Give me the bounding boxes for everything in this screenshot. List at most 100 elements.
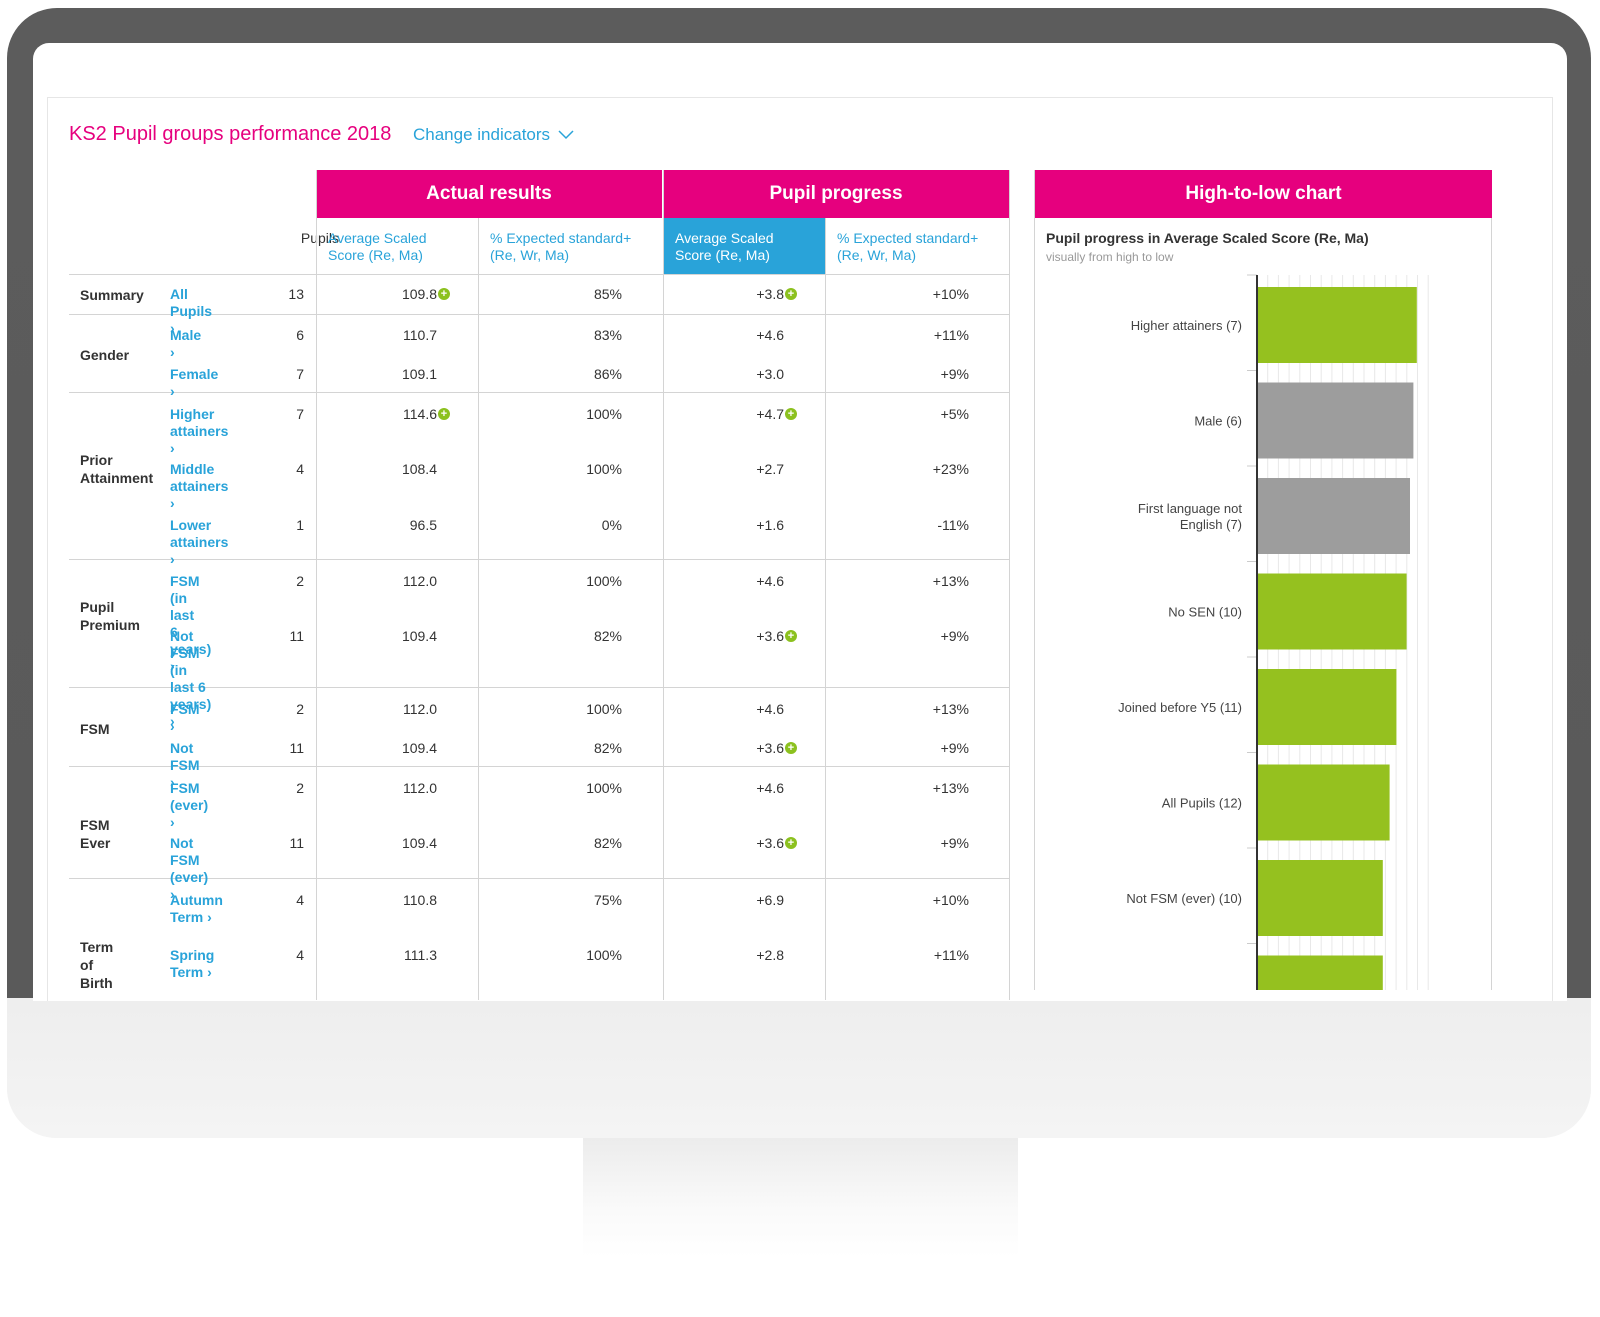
group-row-link[interactable]: Higher attainers › <box>170 406 229 456</box>
progress-avg-value: +3.6 + <box>674 835 797 851</box>
progress-avg-value: +3.6 + <box>674 740 797 756</box>
column-divider <box>316 170 317 1000</box>
pupil-count: 4 <box>264 461 304 477</box>
pupil-count-text: 6 <box>296 327 304 343</box>
group-row-link[interactable]: Lower attainers › <box>170 517 229 567</box>
monitor-stand <box>583 1138 1018 1258</box>
actual-pct-value: 82% <box>512 740 622 756</box>
actual-pct-value: 75% <box>512 892 622 908</box>
actual-avg-value: 109.4 <box>327 835 437 851</box>
chart-bar <box>1257 955 1383 990</box>
actual-pct-value: 100% <box>512 701 622 717</box>
progress-avg-value-text: +1.6 <box>756 517 784 533</box>
actual-avg-value-text: 112.0 <box>403 780 437 796</box>
actual-avg-value: 114.6 + <box>327 406 450 422</box>
progress-pct-value: +9% <box>859 740 969 756</box>
chart-plot: Higher attainers (7) Male (6) First langua… <box>1118 274 1429 990</box>
progress-pct-value: +9% <box>859 628 969 644</box>
actual-pct-value-text: 100% <box>586 701 622 717</box>
chevron-down-icon <box>558 130 574 140</box>
pupil-count: 13 <box>264 286 304 302</box>
group-row-link[interactable]: Spring Term › <box>170 947 215 980</box>
actual-pct-value: 100% <box>512 573 622 589</box>
pupil-count-text: 1 <box>296 517 304 533</box>
pupil-count-text: 2 <box>296 780 304 796</box>
actual-pct-value-text: 82% <box>593 628 622 644</box>
progress-pct-value: +5% <box>859 406 969 422</box>
pupil-progress-header: Pupil progress <box>663 170 1009 218</box>
progress-avg-value-text: +4.6 <box>756 573 784 589</box>
actual-pct-value: 100% <box>512 780 622 796</box>
pupil-count: 11 <box>264 740 304 756</box>
progress-pct-value: +13% <box>859 780 969 796</box>
group-row-link[interactable]: Not FSM (ever) › <box>170 835 209 902</box>
pupil-count: 11 <box>264 835 304 851</box>
pupil-count-text: 2 <box>296 701 304 717</box>
progress-avg-value-text: +3.6 <box>756 835 784 851</box>
progress-pct-subheader[interactable]: % Expected standard+ (Re, Wr, Ma) <box>837 230 979 263</box>
actual-pct-value-text: 100% <box>586 573 622 589</box>
chart-bar <box>1257 573 1407 650</box>
actual-results-header: Actual results <box>316 170 662 218</box>
chart-category-label: Male (6) <box>1194 414 1242 429</box>
chart-category-label: All Pupils (12) <box>1162 796 1242 811</box>
pupil-count-text: 7 <box>296 366 304 382</box>
chart-category-label: Higher attainers (7) <box>1131 318 1242 333</box>
row-separator <box>69 274 1009 275</box>
group-label: Term of Birth <box>80 939 114 991</box>
pupil-count: 11 <box>264 628 304 644</box>
progress-avg-value: +4.6 <box>674 780 784 796</box>
progress-avg-value: +4.6 <box>674 701 784 717</box>
progress-pct-value: +11% <box>859 327 969 343</box>
plus-circle-icon: + <box>785 288 797 300</box>
group-row-link[interactable]: FSM › <box>170 701 200 734</box>
actual-avg-value-text: 109.4 <box>401 628 437 644</box>
group-row-link[interactable]: Male › <box>170 327 202 360</box>
group-row-link[interactable]: FSM (ever) › <box>170 780 209 830</box>
group-row-link[interactable]: Middle attainers › <box>170 461 229 511</box>
progress-avg-value-text: +2.7 <box>756 461 784 477</box>
group-row-link[interactable]: Female › <box>170 366 219 399</box>
actual-avg-value-text: 108.4 <box>401 461 437 477</box>
actual-pct-value: 86% <box>512 366 622 382</box>
group-row-link[interactable]: All Pupils › <box>170 286 213 336</box>
actual-pct-value: 82% <box>512 835 622 851</box>
pupil-count: 4 <box>264 947 304 963</box>
group-row-link[interactable]: FSM (in last 6 years) › <box>170 573 212 674</box>
actual-pct-value-text: 100% <box>586 947 622 963</box>
progress-avg-value-text: +4.7 <box>756 406 784 422</box>
progress-pct-value: +10% <box>859 286 969 302</box>
progress-avg-subheader[interactable]: Average Scaled Score (Re, Ma) <box>663 218 825 274</box>
progress-pct-value-text: +10% <box>932 286 969 302</box>
actual-avg-value-text: 114.6 <box>403 406 437 422</box>
group-label: Pupil Premium <box>80 599 140 633</box>
group-row-link[interactable]: Not FSM (in last 6 years) › <box>170 628 212 729</box>
actual-avg-value-text: 112.0 <box>403 573 437 589</box>
progress-avg-value-text: +2.8 <box>756 947 784 963</box>
group-row-link[interactable]: Autumn Term › <box>170 892 223 925</box>
row-separator <box>69 314 1009 315</box>
actual-pct-subheader[interactable]: % Expected standard+ (Re, Wr, Ma) <box>490 230 632 263</box>
actual-pct-value-text: 0% <box>601 517 622 533</box>
progress-pct-value-text: +5% <box>940 406 969 422</box>
actual-avg-value: 109.4 <box>327 628 437 644</box>
progress-avg-value: +2.7 <box>674 461 784 477</box>
pupil-count: 2 <box>264 701 304 717</box>
actual-pct-value-text: 100% <box>586 461 622 477</box>
chart-category-label: Joined before Y5 (11) <box>1118 700 1242 715</box>
progress-avg-value: +3.0 <box>674 366 784 382</box>
progress-pct-value-text: +11% <box>933 947 969 963</box>
progress-avg-value: +3.6 + <box>674 628 797 644</box>
group-row-link[interactable]: Not FSM › <box>170 740 200 790</box>
high-to-low-chart: High-to-low chart Pupil progress in Aver… <box>1034 170 1492 990</box>
actual-avg-value: 109.8 + <box>327 286 450 302</box>
actual-avg-subheader[interactable]: Average Scaled Score (Re, Ma) <box>328 230 427 263</box>
change-indicators-button[interactable]: Change indicators <box>413 125 574 145</box>
chart-category-label: First language not <box>1138 501 1242 516</box>
plus-circle-icon: + <box>785 837 797 849</box>
pupil-count: 2 <box>264 573 304 589</box>
actual-pct-value-text: 100% <box>586 780 622 796</box>
actual-avg-value-text: 110.8 <box>403 892 437 908</box>
progress-pct-value: +13% <box>859 573 969 589</box>
progress-pct-value: +10% <box>859 892 969 908</box>
